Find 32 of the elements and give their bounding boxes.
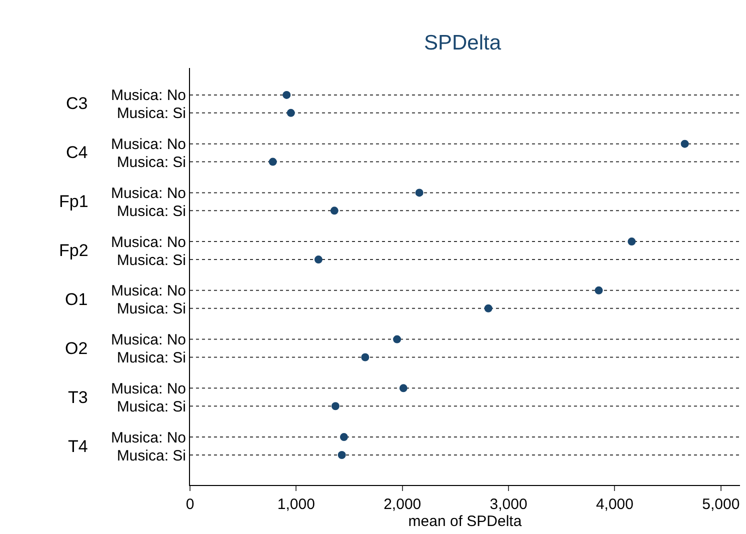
y-tick-label: Musica: No <box>110 234 186 251</box>
y-tick-label: Musica: Si <box>116 447 186 464</box>
y-tick-label: Musica: Si <box>116 105 186 122</box>
x-tick-label: 1,000 <box>277 496 315 513</box>
x-tick-label: 5,000 <box>702 496 740 513</box>
chart-title: SPDelta <box>424 31 502 54</box>
y-tick-label: Musica: Si <box>116 252 186 269</box>
text: T4 <box>68 437 88 456</box>
text: C3 <box>66 94 88 113</box>
text: O2 <box>65 339 88 358</box>
y-tick-label: Musica: No <box>110 380 186 398</box>
y-tick-label: Musica: Si <box>116 154 186 172</box>
x-tick-label: 3,000 <box>490 496 528 513</box>
y-tick-label: Musica: No <box>110 332 186 349</box>
x-tick-label: 0 <box>186 496 194 513</box>
text: O1 <box>65 290 88 309</box>
x-tick-label: 2,000 <box>384 496 422 513</box>
y-tick-label: Musica: No <box>110 184 186 202</box>
y-tick-label: Musica: Si <box>116 202 186 220</box>
x-axis-title: mean of SPDelta <box>408 513 522 530</box>
text: C4 <box>66 143 88 162</box>
y-tick-label: Musica: No <box>110 136 186 154</box>
y-tick-label: Musica: No <box>110 282 186 300</box>
y-tick-label: Musica: Si <box>116 398 186 416</box>
x-tick-label: 4,000 <box>596 496 634 513</box>
y-tick-label: Musica: No <box>110 87 186 104</box>
y-tick-label: Musica: No <box>110 429 186 446</box>
text: Fp2 <box>59 241 88 260</box>
text: Fp1 <box>59 192 88 211</box>
y-tick-label: Musica: Si <box>116 300 186 318</box>
text: T3 <box>68 388 88 407</box>
y-tick-label: Musica: Si <box>116 350 186 367</box>
